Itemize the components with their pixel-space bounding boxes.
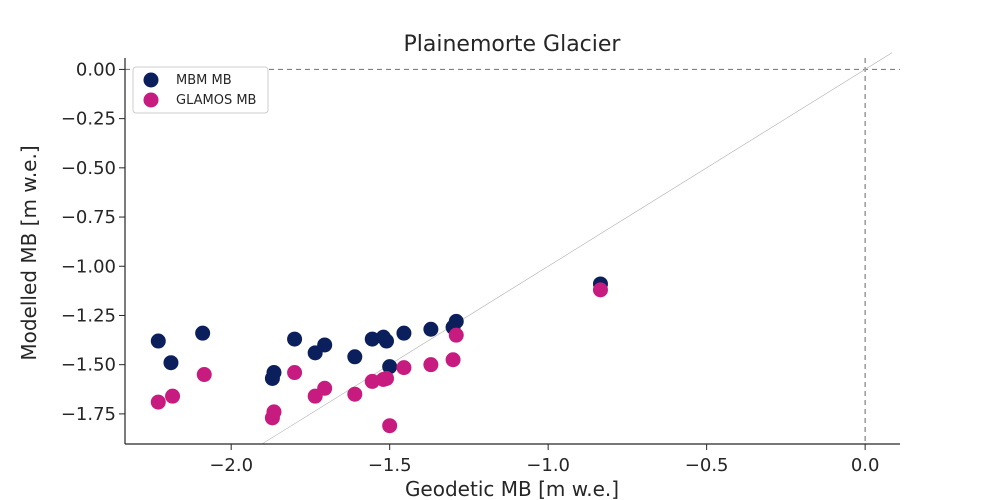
data-point xyxy=(317,380,333,396)
y-axis-label: Modelled MB [m w.e.] xyxy=(17,145,41,360)
y-tick-label: −0.50 xyxy=(61,158,116,179)
y-tick-label: −1.25 xyxy=(61,305,116,326)
y-tick-label: 0.00 xyxy=(76,59,116,80)
y-tick-label: −1.00 xyxy=(61,256,116,277)
data-point xyxy=(364,331,380,347)
series-glamos xyxy=(150,282,608,434)
data-point xyxy=(163,355,179,371)
x-tick-label: −0.5 xyxy=(685,455,729,476)
data-point xyxy=(382,418,398,434)
y-tick-label: −0.75 xyxy=(61,207,116,228)
data-point xyxy=(592,282,608,298)
data-point xyxy=(317,337,333,353)
data-point xyxy=(266,404,282,420)
series-mbm xyxy=(150,276,608,386)
data-point xyxy=(396,325,412,341)
data-point xyxy=(196,367,212,383)
data-point xyxy=(347,349,363,365)
data-point xyxy=(423,321,439,337)
data-point xyxy=(150,333,166,349)
x-tick-label: 0.0 xyxy=(851,455,880,476)
data-point xyxy=(287,365,303,381)
x-tick-label: −1.0 xyxy=(526,455,570,476)
legend-label-glamos: GLAMOS MB xyxy=(176,93,256,108)
data-point xyxy=(165,388,181,404)
data-point xyxy=(347,386,363,402)
data-points xyxy=(150,276,608,434)
data-point xyxy=(150,394,166,410)
legend-label-mbm: MBM MB xyxy=(176,73,232,88)
data-point xyxy=(396,360,412,376)
x-tick-label: −1.5 xyxy=(368,455,412,476)
one-to-one-line xyxy=(261,52,893,445)
data-point xyxy=(379,370,395,386)
legend-marker-glamos xyxy=(143,92,159,108)
legend-marker-mbm xyxy=(143,72,159,88)
x-tick-label: −2.0 xyxy=(209,455,253,476)
data-point xyxy=(445,352,461,368)
x-axis-label: Geodetic MB [m w.e.] xyxy=(405,477,619,500)
data-point xyxy=(448,313,464,329)
chart-title: Plainemorte Glacier xyxy=(404,32,622,57)
data-point xyxy=(423,357,439,373)
data-point xyxy=(287,331,303,347)
legend-box xyxy=(132,66,269,114)
data-point xyxy=(448,327,464,343)
y-tick-label: −1.50 xyxy=(61,355,116,376)
data-point xyxy=(266,365,282,381)
data-point xyxy=(195,325,211,341)
data-point xyxy=(364,373,380,389)
y-tick-label: −1.75 xyxy=(61,404,116,425)
legend: MBM MB GLAMOS MB xyxy=(132,66,269,114)
y-tick-label: −0.25 xyxy=(61,109,116,130)
y-axis-ticks: 0.00 −0.25 −0.50 −0.75 −1.00 −1.25 −1.50 −1.75 xyxy=(61,59,125,425)
data-point xyxy=(382,359,398,375)
x-axis-ticks: −2.0 −1.5 −1.0 −0.5 0.0 xyxy=(209,444,879,476)
data-point xyxy=(379,333,395,349)
